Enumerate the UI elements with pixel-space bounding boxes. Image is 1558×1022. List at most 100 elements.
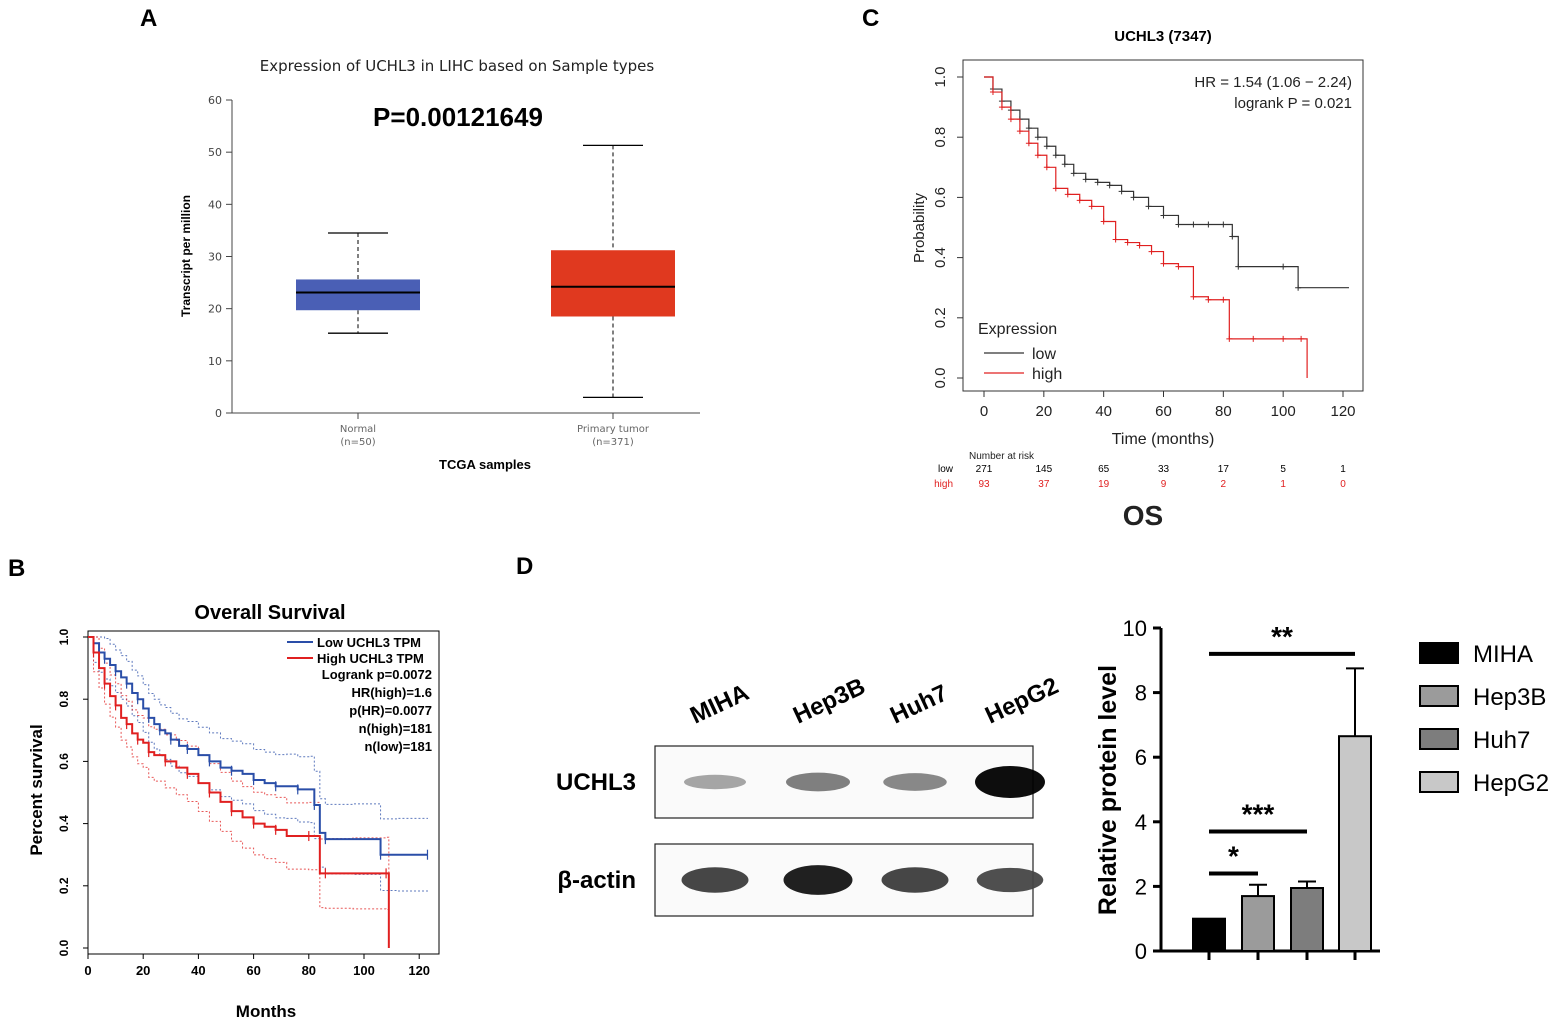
panel-a-boxplot: Expression of UCHL3 in LIHC based on Sam…: [179, 57, 700, 472]
censor-mark: [1280, 263, 1287, 270]
x-axis-label: Months: [236, 1002, 296, 1021]
censor-mark: [1076, 197, 1083, 204]
censor-mark: [1136, 242, 1143, 249]
censor-mark: [1043, 143, 1050, 150]
panel-letter-c: C: [862, 5, 879, 32]
risk-value: 5: [1280, 464, 1286, 475]
hr-annotation: HR = 1.54 (1.06 − 2.24): [1194, 74, 1352, 91]
censor-mark: [1190, 221, 1197, 228]
censor-mark: [1025, 140, 1032, 147]
x-tick-label: Primary tumor: [577, 424, 650, 435]
censor-mark: [1250, 335, 1257, 342]
y-tick-label: 0.0: [57, 939, 71, 956]
censor-mark: [1052, 152, 1059, 159]
x-tick-label: 100: [353, 963, 375, 978]
y-tick-label: 10: [1123, 616, 1147, 641]
risk-value: 271: [976, 464, 993, 475]
legend-label: Hep3B: [1473, 684, 1546, 711]
panel-letter-a: A: [140, 5, 157, 32]
y-tick-label: 8: [1135, 681, 1147, 706]
footer-label: OS: [1123, 500, 1163, 531]
risk-table-title: Number at risk: [969, 451, 1035, 462]
y-tick-label: 0.4: [57, 815, 71, 832]
x-tick-label: 100: [1271, 403, 1296, 420]
blot-band: [681, 867, 749, 893]
censor-mark: [1025, 125, 1032, 132]
risk-value: 1: [1280, 479, 1286, 490]
panel-c-km-plot: UCHL3 (7347)0 20 40 60 80 100 1200.00.20.40.60…: [911, 28, 1364, 531]
y-axis-label: Percent survival: [27, 724, 46, 855]
x-tick-label: 0: [84, 963, 91, 978]
censor-mark: [1160, 260, 1167, 267]
censor-mark: [1220, 296, 1227, 303]
censor-mark: [1061, 161, 1068, 168]
censor-mark: [1160, 212, 1167, 219]
risk-value: 93: [978, 479, 990, 490]
lane-label: MIHA: [686, 679, 753, 729]
risk-value: 37: [1038, 479, 1050, 490]
x-tick-label: 20: [136, 963, 150, 978]
blot-band: [881, 867, 949, 893]
censor-mark: [1226, 335, 1233, 342]
panel-d-western-blot: MIHA Hep3B Huh7 HepG2 UCHL3 β-actin: [556, 672, 1063, 917]
blot-band: [786, 772, 850, 792]
lane-label: Huh7: [886, 680, 952, 730]
x-tick-label: 0: [980, 403, 988, 420]
x-tick-label: 120: [1330, 403, 1355, 420]
stat-text: p(HR)=0.0077: [349, 703, 432, 718]
legend-label: low: [1032, 346, 1056, 363]
censor-mark: [1034, 134, 1041, 141]
censor-mark: [998, 104, 1005, 111]
y-tick-label: 0.0: [932, 368, 949, 389]
legend-swatch: [1419, 728, 1459, 750]
legend-label: MIHA: [1473, 641, 1533, 668]
bar-miha: [1192, 917, 1226, 953]
censor-mark: [1007, 116, 1014, 123]
y-axis-label: Probability: [911, 192, 928, 263]
p-value-annotation: P=0.00121649: [373, 102, 543, 132]
risk-value: 17: [1218, 464, 1230, 475]
significance-label: *: [1228, 840, 1239, 871]
plot-frame: [87, 630, 440, 955]
legend-label: Huh7: [1473, 727, 1530, 754]
lane-label: Hep3B: [789, 673, 869, 730]
legend-label: HepG2: [1473, 770, 1549, 797]
y-tick-label: 1.0: [932, 67, 949, 88]
y-axis-label: Relative protein level: [1094, 665, 1122, 915]
censor-mark: [1145, 203, 1152, 210]
bar-hepg2: [1338, 735, 1372, 953]
box-0: [296, 279, 420, 311]
censor-mark: [1235, 263, 1242, 270]
blot-row-label: β-actin: [557, 867, 636, 894]
survival-curve-high: [88, 636, 390, 948]
ci-band-high: [88, 636, 390, 948]
censor-mark: [1106, 182, 1113, 189]
panel-letter-b: B: [8, 555, 25, 582]
y-axis-label: Transcript per million: [179, 195, 193, 317]
x-tick-label: 80: [302, 963, 316, 978]
ci-band-high: [88, 636, 390, 912]
censor-mark: [1229, 233, 1236, 240]
y-tick-label: 20: [208, 303, 222, 316]
censor-mark: [1205, 296, 1212, 303]
legend-swatch: [1419, 685, 1459, 707]
legend-swatch: [1419, 642, 1459, 664]
blot-row-label: UCHL3: [556, 769, 636, 796]
risk-value: 33: [1158, 464, 1170, 475]
censor-mark: [1124, 239, 1131, 246]
x-axis-label: Time (months): [1112, 431, 1215, 448]
y-tick-label: 0.6: [932, 187, 949, 208]
risk-value: 145: [1035, 464, 1052, 475]
censor-mark: [1088, 203, 1095, 210]
censor-mark: [1220, 221, 1227, 228]
legend-swatch: [1419, 771, 1459, 793]
legend-title: Expression: [978, 321, 1057, 338]
risk-row-label: low: [938, 464, 954, 475]
censor-mark: [1082, 176, 1089, 183]
censor-mark: [1112, 236, 1119, 243]
legend-label: high: [1032, 366, 1062, 383]
risk-value: 9: [1161, 479, 1167, 490]
censor-mark: [1016, 128, 1023, 135]
risk-value: 1: [1340, 464, 1346, 475]
